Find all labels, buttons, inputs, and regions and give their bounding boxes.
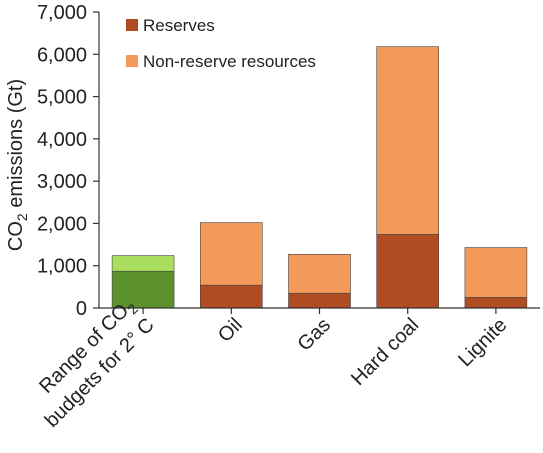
bar-segment-non-reserve xyxy=(288,253,351,294)
y-tick-label: 4,000 xyxy=(37,129,87,151)
legend: Reserves Non-reserve resources xyxy=(126,16,316,71)
y-tick-label: 2,000 xyxy=(37,213,87,235)
y-tick-label: 1,000 xyxy=(37,256,87,278)
bar-budget-low xyxy=(111,270,175,309)
y-tick-label: 5,000 xyxy=(37,87,87,109)
x-tick-label: Gas xyxy=(294,314,335,355)
bar-budget-range xyxy=(111,255,175,272)
y-axis: 0 1,000 2,000 3,000 4,000 5,000 6,000 7,000 xyxy=(37,2,100,320)
legend-label: Reserves xyxy=(143,16,215,35)
bar-segment-non-reserve xyxy=(200,222,263,286)
y-tick-label: 7,000 xyxy=(37,2,87,24)
y-tick-label: 3,000 xyxy=(37,171,87,193)
bar-segment-non-reserve xyxy=(464,247,528,298)
legend-swatch-non-reserve xyxy=(126,55,138,67)
x-tick-label: Hard coal xyxy=(347,314,423,390)
x-tick-label-group: Lignite xyxy=(454,314,511,371)
bar-segment-reserves xyxy=(464,297,528,309)
y-tick-label: 6,000 xyxy=(37,44,87,66)
y-tick-label: 0 xyxy=(76,298,87,320)
legend-label: Non-reserve resources xyxy=(143,52,316,71)
x-tick-label-group: Gas xyxy=(294,314,335,355)
x-tick-label-group: Oil xyxy=(214,314,247,347)
bars xyxy=(111,46,528,309)
x-tick-label: Oil xyxy=(214,314,247,347)
bar-segment-reserves xyxy=(288,292,351,309)
x-tick-label: Lignite xyxy=(454,314,511,371)
bar-segment-non-reserve xyxy=(376,46,440,235)
x-tick-label-group: Hard coal xyxy=(347,314,423,390)
bar-segment-reserves xyxy=(376,234,440,309)
y-axis-label: CO2 emissions (Gt) xyxy=(5,79,30,251)
bar-segment-reserves xyxy=(200,284,263,309)
legend-swatch-reserves xyxy=(126,19,138,31)
